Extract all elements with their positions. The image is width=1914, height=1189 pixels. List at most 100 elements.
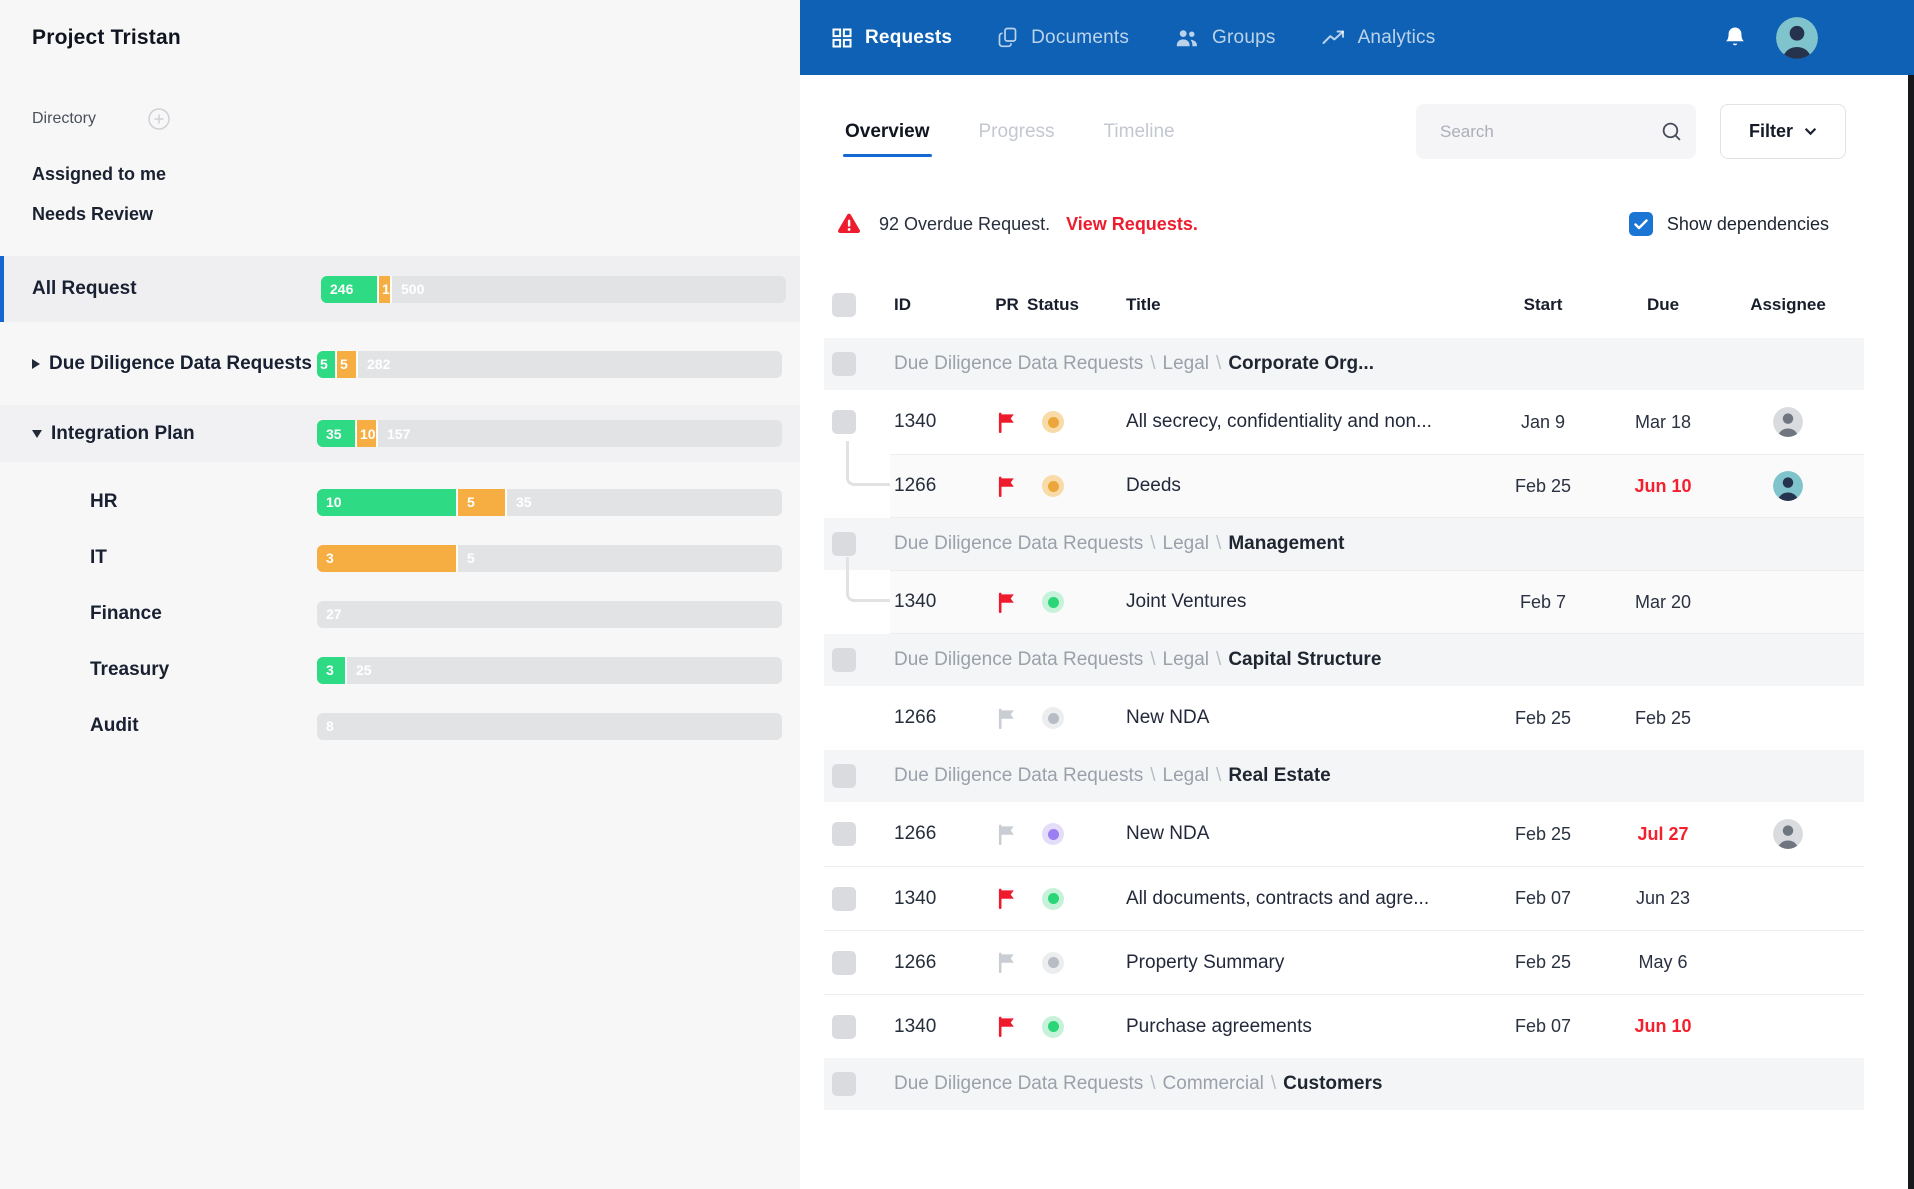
bar-track-count: 282: [367, 356, 391, 372]
vertical-scrollbar[interactable]: [1908, 75, 1914, 1189]
nav-groups[interactable]: Groups: [1175, 27, 1276, 49]
nav-label: Analytics: [1357, 26, 1436, 48]
column-header-title: Title: [1126, 295, 1161, 314]
priority-cell: [984, 592, 1030, 613]
search-box: [1416, 104, 1696, 159]
bell-icon[interactable]: [1724, 26, 1746, 50]
table-row[interactable]: 1266 Deeds Feb 25 Jun 10: [846, 441, 1864, 518]
row-checkbox[interactable]: [832, 1014, 856, 1039]
row-checkbox[interactable]: [832, 532, 856, 556]
bar-track-count: 25: [356, 662, 372, 678]
status-dot: [1042, 707, 1064, 729]
sidebar-item-all-request[interactable]: All Request 246 1 500: [0, 256, 800, 322]
row-checkbox[interactable]: [832, 648, 856, 672]
status-dot: [1042, 887, 1064, 910]
nav-documents[interactable]: Documents: [998, 27, 1129, 49]
caret-right-icon: [32, 359, 40, 369]
request-title: Joint Ventures: [1126, 591, 1247, 612]
group-row-capital-structure[interactable]: Due Diligence Data Requests \ Legal \ Capita…: [824, 634, 1864, 686]
table-body: Due Diligence Data Requests \ Legal \ Corpor…: [824, 338, 1864, 1110]
sidebar-item-hr[interactable]: HR 10 5 35: [0, 474, 800, 530]
assignee-avatar[interactable]: [1773, 471, 1803, 501]
group-row-corporate-org[interactable]: Due Diligence Data Requests \ Legal \ Corpor…: [824, 338, 1864, 390]
due-date: Mar 20: [1634, 591, 1692, 612]
row-checkbox-placeholder: [832, 706, 856, 730]
sidebar-item-assigned-to-me[interactable]: Assigned to me: [0, 154, 800, 194]
plus-circle-icon[interactable]: [148, 108, 170, 130]
user-avatar[interactable]: [1776, 16, 1818, 59]
priority-cell: [984, 824, 1030, 845]
sidebar-item-finance[interactable]: Finance 27: [0, 586, 800, 642]
table-row[interactable]: 1340 Purchase agreements Feb 07 Jun 10: [824, 994, 1864, 1058]
row-checkbox[interactable]: [832, 1072, 856, 1096]
bar-segment-green: 3: [317, 656, 347, 684]
due-date: Mar 18: [1634, 411, 1692, 432]
start-date: Feb 25: [1514, 952, 1572, 972]
sidebar-item-due-diligence-data-requests[interactable]: Due Diligence Data Requests 5 5 282: [0, 336, 800, 392]
nav-analytics[interactable]: Analytics: [1322, 27, 1436, 49]
search-icon[interactable]: [1661, 121, 1682, 142]
table-row[interactable]: 1340 Joint Ventures Feb 7 Mar 20: [846, 557, 1864, 634]
row-checkbox[interactable]: [832, 822, 856, 846]
tab-timeline[interactable]: Timeline: [1103, 120, 1175, 142]
sidebar-item-it[interactable]: IT 3 5: [0, 530, 800, 586]
column-header-start: Start: [1523, 295, 1563, 314]
row-checkbox[interactable]: [832, 764, 856, 788]
table-row[interactable]: 1340 All documents, contracts and agre...…: [824, 866, 1864, 930]
assignee-avatar[interactable]: [1773, 819, 1803, 849]
breadcrumb: Due Diligence Data Requests \ Legal \ Capita…: [894, 649, 1381, 671]
table-row[interactable]: 1266 New NDA Feb 25 Jul 27: [824, 802, 1864, 866]
group-row-real-estate[interactable]: Due Diligence Data Requests \ Legal \ Real E…: [824, 750, 1864, 802]
breadcrumb-separator: \: [1150, 1073, 1156, 1094]
bar-segment-green: 246: [321, 275, 379, 303]
sidebar-shortcuts: Assigned to me Needs Review: [0, 154, 800, 234]
priority-cell: [984, 952, 1030, 973]
column-header-status: Status: [1027, 295, 1079, 314]
assignee-avatar[interactable]: [1773, 407, 1803, 437]
group-row-management[interactable]: Due Diligence Data Requests \ Legal \ Manage…: [824, 518, 1864, 570]
row-checkbox[interactable]: [832, 352, 856, 376]
sidebar-item-needs-review[interactable]: Needs Review: [0, 194, 800, 234]
tab-overview[interactable]: Overview: [843, 107, 932, 157]
show-dependencies-checkbox[interactable]: [1628, 212, 1653, 236]
sidebar-item-audit[interactable]: Audit 8: [0, 698, 800, 754]
bar-track-count: 27: [326, 606, 342, 622]
flag-icon: [997, 592, 1017, 613]
status-dot: [1042, 823, 1064, 845]
flag-icon: [997, 888, 1017, 909]
bar-segment-orange: 10: [357, 420, 378, 447]
table-header: ID PR Status Title Start Due Assignee: [824, 272, 1864, 338]
breadcrumb: Due Diligence Data Requests \ Commercial \ C…: [894, 1073, 1382, 1095]
start-date: Feb 07: [1514, 888, 1572, 908]
row-checkbox[interactable]: [832, 950, 856, 975]
progress-bar: 246 1 500: [321, 275, 786, 303]
assignee-cell: [1728, 819, 1848, 849]
view-requests-link[interactable]: View Requests.: [1066, 213, 1198, 234]
status-cell: [1030, 411, 1076, 433]
filter-button[interactable]: Filter: [1720, 104, 1846, 159]
breadcrumb-separator: \: [1150, 765, 1156, 786]
table-row[interactable]: 1340 All secrecy, confidentiality and non…: [824, 390, 1864, 454]
dependency-connector: [846, 557, 890, 602]
nav-requests[interactable]: Requests: [832, 27, 952, 49]
select-all-checkbox[interactable]: [832, 293, 856, 317]
start-date: Feb 25: [1514, 475, 1572, 496]
sidebar-item-treasury[interactable]: Treasury 3 25: [0, 642, 800, 698]
sidebar-item-label: HR: [90, 491, 118, 512]
progress-bar: 27: [317, 600, 782, 628]
bar-segment-orange: 1: [379, 275, 392, 303]
status-cell: [1030, 475, 1076, 497]
row-checkbox[interactable]: [832, 886, 856, 911]
request-list: All Request 246 1 500 Due Diligence Data Req…: [0, 256, 800, 754]
sidebar-item-label: All Request: [32, 278, 137, 299]
column-header-due: Due: [1646, 295, 1680, 314]
top-nav: Requests Documents Groups Analytics: [832, 27, 1481, 49]
group-row-customers[interactable]: Due Diligence Data Requests \ Commercial \ C…: [824, 1058, 1864, 1110]
table-row[interactable]: 1266 Property Summary Feb 25 May 6: [824, 930, 1864, 994]
search-input[interactable]: [1440, 121, 1661, 142]
progress-bar: 35 10 157: [317, 420, 782, 447]
row-checkbox[interactable]: [832, 410, 856, 434]
sidebar-item-integration-plan[interactable]: Integration Plan 35 10 157: [0, 405, 800, 462]
tab-progress[interactable]: Progress: [978, 120, 1055, 142]
table-row[interactable]: 1266 New NDA Feb 25 Feb 25: [824, 686, 1864, 750]
